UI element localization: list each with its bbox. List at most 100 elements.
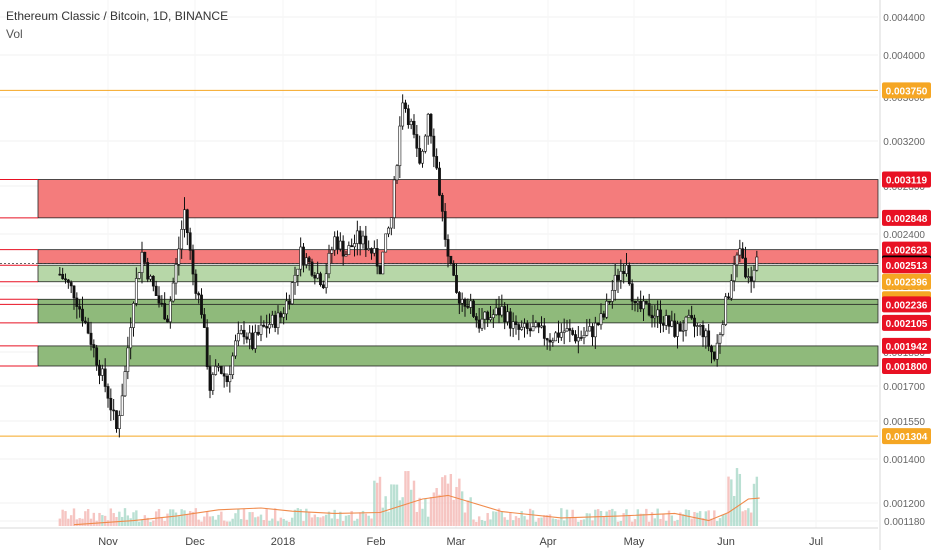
- volume-bar: [350, 510, 353, 526]
- candle-up: [228, 374, 232, 383]
- zone-red: [37, 179, 879, 219]
- volume-bar: [81, 518, 84, 526]
- volume-ma-line: [73, 494, 760, 526]
- volume-label: Vol: [6, 27, 23, 41]
- candle-down: [307, 257, 311, 263]
- volume-bars: [58, 468, 760, 526]
- candle-up: [239, 329, 243, 334]
- zone-red: [37, 249, 879, 264]
- price-tag: 0.002396: [882, 273, 931, 290]
- candle-down: [659, 309, 662, 324]
- candle-up: [540, 325, 543, 328]
- price-tag: 0.002513: [882, 257, 931, 274]
- candle-down: [302, 246, 305, 265]
- candle-down: [466, 306, 470, 308]
- price-tag-bg: [882, 257, 931, 274]
- candle-up: [270, 314, 274, 325]
- volume-bar: [211, 516, 215, 526]
- volume-bar: [449, 474, 453, 526]
- price-axis[interactable]: 0.0044000.0040000.0036000.0032000.002800…: [879, 0, 931, 550]
- volume-bar: [656, 508, 659, 526]
- candle-down: [528, 328, 532, 332]
- candle-up: [355, 230, 359, 244]
- candle-up: [353, 243, 356, 248]
- volume-bar: [409, 489, 413, 526]
- candle-down: [727, 296, 730, 299]
- volume-bar: [407, 471, 410, 526]
- candle-down: [375, 248, 379, 267]
- candle-down: [112, 409, 116, 412]
- volume-bar: [220, 511, 223, 526]
- candle-down: [103, 368, 107, 387]
- price-tag-bg: [882, 209, 931, 226]
- volume-bar: [72, 508, 76, 526]
- volume-bar: [109, 508, 113, 526]
- price-tag-label: 0.002513: [886, 261, 928, 272]
- volume-bar: [86, 509, 90, 526]
- volume-bar: [520, 511, 523, 526]
- volume-bar: [339, 511, 342, 526]
- volume-bar: [160, 516, 164, 526]
- volume-bar: [367, 515, 370, 526]
- price-tag-bg: [882, 358, 931, 374]
- candle-up: [489, 317, 492, 320]
- volume-bar: [735, 468, 739, 526]
- candle-down: [197, 293, 201, 296]
- volume-bar: [135, 510, 138, 526]
- candle-up: [248, 332, 252, 340]
- candle-down: [89, 332, 93, 345]
- volume-bar: [588, 513, 591, 526]
- price-tag-bg: [882, 82, 931, 99]
- time-axis[interactable]: Nov Dec 2018 Feb Mar Apr May Jun Jul: [0, 527, 878, 548]
- price-tag-label: 0.002105: [886, 319, 928, 330]
- candle-up: [531, 326, 535, 332]
- candle-down: [310, 261, 314, 276]
- candle-up: [695, 325, 699, 327]
- volume-bar: [129, 518, 132, 526]
- volume-bar: [307, 512, 311, 526]
- volume-bar: [324, 514, 328, 526]
- candle-down: [701, 325, 705, 338]
- volume-bar: [123, 508, 127, 526]
- volume-bar: [146, 517, 149, 526]
- candle-up: [338, 240, 342, 250]
- volume-bar: [84, 511, 87, 526]
- volume-bar: [551, 518, 555, 526]
- volume-bar: [503, 517, 506, 526]
- candle-down: [245, 336, 249, 340]
- candle-down: [106, 386, 110, 399]
- volume-bar: [395, 484, 399, 526]
- price-tag: 0.001304: [882, 428, 931, 445]
- candle-up: [500, 306, 504, 316]
- volume-bar: [732, 495, 736, 526]
- candle-up: [231, 355, 235, 375]
- candle-down: [251, 332, 254, 349]
- candle-up: [347, 245, 351, 255]
- candle-down: [472, 300, 475, 317]
- candle-up: [562, 330, 566, 333]
- candle-up: [523, 323, 526, 328]
- candle-up: [381, 251, 385, 275]
- volume-bar: [676, 519, 679, 526]
- volume-bar: [293, 509, 297, 526]
- candle-down: [639, 301, 643, 310]
- volume-bar: [715, 521, 719, 526]
- candle-up: [100, 368, 104, 376]
- candle-down: [678, 323, 682, 332]
- candle-up: [117, 415, 121, 429]
- candle-up: [506, 311, 509, 323]
- y-tick-label: 0.001700: [883, 382, 925, 393]
- price-tag-bg: [882, 337, 931, 354]
- volume-bar: [741, 511, 744, 526]
- candle-up: [681, 329, 685, 332]
- volume-bar: [58, 518, 62, 526]
- volume-bar: [497, 508, 501, 526]
- candle-up: [177, 248, 181, 265]
- volume-bar: [296, 508, 300, 526]
- candles: [58, 94, 759, 438]
- zone-dark-green: [37, 345, 879, 367]
- volume-bar: [78, 518, 81, 526]
- candle-down: [64, 278, 67, 281]
- candle-up: [687, 315, 691, 318]
